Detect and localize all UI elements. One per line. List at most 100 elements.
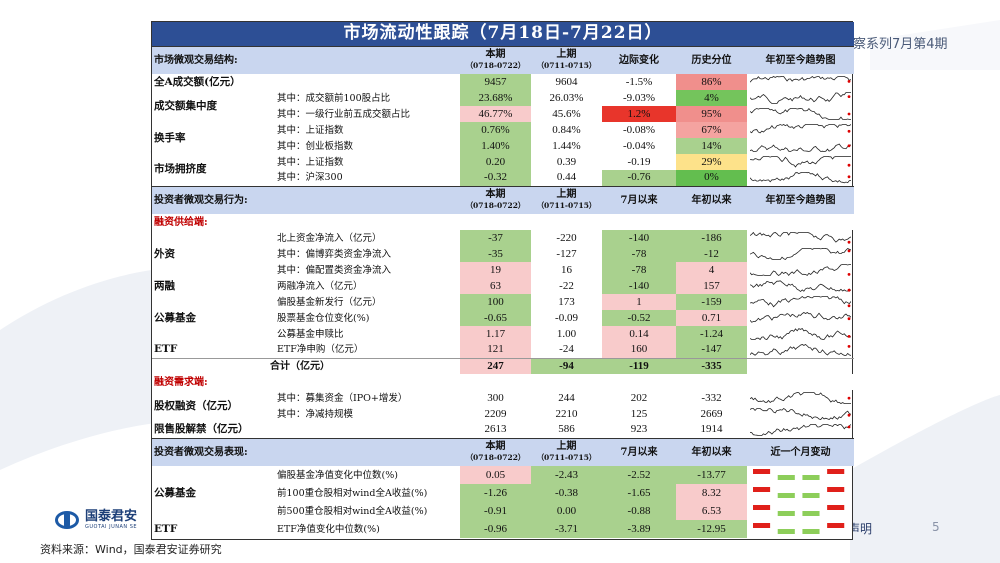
sparkline-icon — [750, 312, 852, 323]
liquidity-table: 市场流动性跟踪（7月18日-7月22日） 市场微观交易结构: 本期 （0718-07… — [152, 22, 855, 538]
since-month-value: -78 — [602, 246, 676, 262]
sparkline-marker — [847, 112, 851, 116]
sparkline-marker — [847, 335, 851, 338]
ytd-trend — [747, 138, 854, 154]
sparkline-marker — [847, 273, 851, 276]
sparkline-icon — [750, 264, 852, 277]
sparkline-path — [750, 107, 852, 120]
current-value: -1.26 — [460, 484, 531, 502]
sparkline-icon — [750, 280, 852, 293]
marginal-change: -0.04% — [622, 139, 656, 152]
period-range: （0718-0722） — [465, 453, 526, 463]
sparkline-path — [750, 280, 852, 293]
current-value: 46.77% — [460, 106, 531, 122]
period-header-prev: 上期 （0711-0715） — [531, 437, 602, 466]
row-category: 公募基金 — [152, 294, 275, 342]
previous-value: 26.03% — [549, 91, 584, 104]
sparkline-path — [750, 171, 852, 183]
column-header-col3: 7月以来 — [602, 437, 676, 466]
table-row: 股票基金仓位变化(%) -0.65 -0.09 -0.52 0.71 — [152, 310, 854, 326]
row-category: 外资 — [152, 230, 275, 278]
since-month-value: -0.52 — [602, 310, 676, 326]
column-header-col3: 边际变化 — [602, 45, 676, 74]
ytd-trend — [747, 154, 854, 170]
previous-value: 0.00 — [531, 502, 602, 520]
row-label: ETF净值变化中位数(%) — [277, 523, 380, 535]
sparkline-icon — [750, 423, 852, 436]
ytd-trend — [747, 170, 854, 186]
heatmap-cell-red — [753, 469, 771, 474]
period-header-prev: 上期 （0711-0715） — [531, 45, 602, 74]
since-month-value: 160 — [602, 342, 676, 358]
page-number: 5 — [932, 520, 940, 534]
monthly-change-heatmap — [747, 484, 854, 502]
sparkline-marker — [847, 344, 851, 348]
marginal-change: -0.76 — [602, 170, 676, 186]
since-month-value: -140 — [602, 278, 676, 294]
since-year-value: -186 — [676, 230, 747, 246]
sparkline-path — [750, 156, 852, 168]
row-label: 其中：创业板指数 — [277, 140, 354, 152]
sparkline-path — [750, 312, 852, 323]
sparkline-path — [750, 392, 852, 404]
previous-value: 0.44 — [556, 171, 577, 184]
row-label: 其中：偏配置类资金净流入 — [277, 264, 392, 276]
row-category: 市场拥挤度 — [152, 154, 275, 186]
row-category: ETF — [152, 342, 275, 358]
liquidity-table-panel: 市场流动性跟踪（7月18日-7月22日） 市场微观交易结构: 本期 （0718-07… — [151, 21, 855, 540]
current-value: 300 — [487, 391, 504, 404]
table-row: 其中：一级行业前五成交额占比 46.77% 45.6% 1.2% 95% — [152, 106, 854, 122]
sparkline-icon — [750, 231, 852, 244]
table-row: 公募基金 偏股基金新发行（亿元） 100 173 1 -159 — [152, 294, 854, 342]
ytd-trend — [747, 90, 854, 106]
since-month-value: 923 — [630, 423, 648, 436]
table-row: 成交额集中度 其中：成交额前100股占比 23.68% 26.03% -9.03% 4% — [152, 90, 854, 122]
sparkline-path — [750, 248, 852, 260]
section-header-label: 投资者微观交易表现: — [152, 437, 460, 466]
since-year-value: -12 — [676, 246, 747, 262]
previous-value: -2.43 — [531, 466, 602, 484]
sparkline-path — [750, 143, 852, 152]
row-category: 换手率 — [152, 122, 275, 154]
table-row: 其中：净减持规模 2209 2210 125 2669 — [152, 406, 854, 422]
disclaimer-link[interactable]: 声明 — [848, 522, 873, 536]
previous-value: 16 — [561, 263, 572, 276]
since-year-value: 6.53 — [676, 502, 747, 520]
table-row: 市场拥挤度 其中：上证指数 0.20 0.39 -0.19 29% — [152, 154, 854, 186]
table-row: 外资 北上资金净流入（亿元） -37 -220 -140 -186 — [152, 230, 854, 278]
empty-cell — [747, 357, 855, 374]
since-month-value: 202 — [630, 391, 648, 404]
since-year-value: 8.32 — [676, 484, 747, 502]
sparkline-icon — [750, 248, 852, 260]
current-value: 19 — [460, 262, 531, 278]
since-year-value: 157 — [676, 278, 747, 294]
heatmap-cell-green — [802, 511, 820, 516]
row-category: 两融 — [152, 278, 275, 294]
previous-value: -24 — [559, 343, 574, 356]
previous-value: 1.44% — [552, 139, 581, 152]
sparkline-path — [750, 264, 852, 277]
row-label: 北上资金净流入（亿元） — [277, 232, 382, 244]
since-month-value: 125 — [630, 407, 648, 420]
current-value: 2613 — [484, 423, 507, 436]
previous-value: 173 — [558, 295, 575, 308]
sparkline-path — [750, 295, 852, 308]
current-value: 0.05 — [460, 466, 531, 484]
total-label: 合计（亿元） — [152, 357, 460, 374]
previous-value: -127 — [556, 247, 577, 260]
current-value: -0.65 — [460, 310, 531, 326]
table-row: 两融 两融净流入（亿元） 63 -22 -140 157 — [152, 278, 854, 294]
sparkline-path — [750, 423, 852, 436]
heatmap-cell-green — [777, 475, 795, 480]
row-category: 成交额集中度 — [152, 90, 275, 122]
subsection-label: 融资需求端: — [152, 374, 855, 390]
period-header-cur: 本期 （0718-0722） — [460, 185, 531, 214]
heatmap-bars — [753, 505, 845, 516]
period-range: （0711-0715） — [536, 453, 597, 463]
row-label: 其中：沪深300 — [277, 172, 343, 184]
ytd-trend — [747, 230, 854, 246]
current-value: -37 — [460, 230, 531, 246]
row-label: 股票基金仓位变化(%) — [277, 312, 370, 324]
heatmap-bars — [753, 523, 845, 534]
heatmap-cell-green — [777, 511, 795, 516]
